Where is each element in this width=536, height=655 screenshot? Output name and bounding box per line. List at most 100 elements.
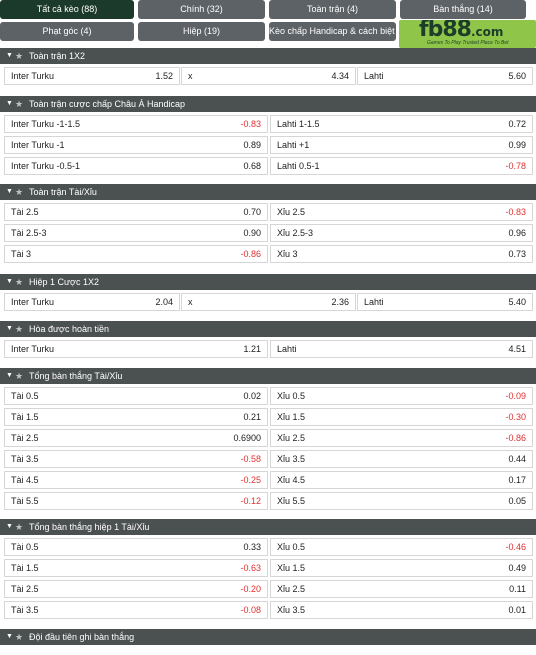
odds-cell[interactable]: Lahti 5.40 bbox=[357, 293, 533, 311]
chevron-down-icon[interactable]: ▼ bbox=[6, 100, 13, 107]
odds-cell[interactable]: Xỉu 3 0.73 bbox=[270, 245, 533, 263]
handicap-line: 1.5 bbox=[26, 412, 39, 422]
odds-cell[interactable]: Xỉu 4.5 0.17 bbox=[270, 471, 533, 489]
selection-label: Inter Turku -1 bbox=[11, 137, 65, 153]
star-icon[interactable]: ★ bbox=[15, 277, 24, 287]
tab-full-match[interactable]: Toàn trận (4) bbox=[269, 0, 396, 19]
star-icon[interactable]: ★ bbox=[15, 99, 24, 109]
odds-cell[interactable]: Tài 3.5 -0.58 bbox=[4, 450, 268, 468]
section-header[interactable]: ▼ ★ Hòa được hoàn tiền bbox=[0, 321, 536, 337]
odds-cell[interactable]: Tài 0.5 0.33 bbox=[4, 538, 268, 556]
chevron-down-icon[interactable]: ▼ bbox=[6, 188, 13, 195]
logo-wordmark: fb88.com bbox=[419, 20, 503, 42]
odds-cell[interactable]: Xỉu 3.5 0.44 bbox=[270, 450, 533, 468]
handicap-line: 0.5 bbox=[292, 391, 306, 401]
tab-half[interactable]: Hiệp (19) bbox=[138, 22, 265, 41]
odds-cell[interactable]: Tài 3 -0.86 bbox=[4, 245, 268, 263]
selection-name: Xỉu bbox=[277, 454, 291, 464]
selection-label: Tài 0.5 bbox=[11, 388, 39, 404]
odds-cell[interactable]: Inter Turku 2.04 bbox=[4, 293, 180, 311]
odds-value: 0.02 bbox=[243, 391, 261, 401]
odds-cell[interactable]: Lahti 0.5-1 -0.78 bbox=[270, 157, 533, 175]
tab-corners[interactable]: Phạt góc (4) bbox=[0, 22, 134, 41]
odds-cell[interactable]: x 4.34 bbox=[181, 67, 356, 85]
chevron-down-icon[interactable]: ▼ bbox=[6, 52, 13, 59]
odds-cell[interactable]: Tài 2.5 0.6900 bbox=[4, 429, 268, 447]
selection-name: Xỉu bbox=[277, 542, 291, 552]
chevron-down-icon[interactable]: ▼ bbox=[6, 325, 13, 332]
handicap-line: 0.5 bbox=[26, 542, 39, 552]
odds-cell[interactable]: Xỉu 0.5 -0.46 bbox=[270, 538, 533, 556]
odds-value: -0.46 bbox=[505, 542, 526, 552]
odds-cell[interactable]: Inter Turku -0.5-1 0.68 bbox=[4, 157, 268, 175]
odds-value: 0.90 bbox=[243, 228, 261, 238]
selection-label: Tài 2.5 bbox=[11, 204, 39, 220]
handicap-line: -0.5-1 bbox=[56, 161, 81, 171]
star-icon[interactable]: ★ bbox=[15, 51, 24, 61]
chevron-down-icon[interactable]: ▼ bbox=[6, 523, 13, 530]
odds-cell[interactable]: Tài 1.5 -0.63 bbox=[4, 559, 268, 577]
logo-domain: .com bbox=[470, 25, 504, 39]
odds-cell[interactable]: Xỉu 5.5 0.05 bbox=[270, 492, 533, 510]
selection-label: Inter Turku -1-1.5 bbox=[11, 116, 80, 132]
odds-cell[interactable]: x 2.36 bbox=[181, 293, 356, 311]
odds-value: -0.20 bbox=[240, 584, 261, 594]
section-title: Tổng bàn thắng hiệp 1 Tài/Xỉu bbox=[29, 522, 150, 532]
odds-cell[interactable]: Lahti 4.51 bbox=[270, 340, 533, 358]
odds-cell[interactable]: Xỉu 3.5 0.01 bbox=[270, 601, 533, 619]
tab-main[interactable]: Chính (32) bbox=[138, 0, 265, 19]
star-icon[interactable]: ★ bbox=[15, 522, 24, 532]
logo-tagline: Games To Play Trusted Place To Bet bbox=[427, 40, 509, 46]
chevron-down-icon[interactable]: ▼ bbox=[6, 278, 13, 285]
section-header[interactable]: ▼ ★ Đội đầu tiên ghi bàn thắng bbox=[0, 629, 536, 645]
section-header[interactable]: ▼ ★ Toàn trận cược chấp Châu Á Handicap bbox=[0, 96, 536, 112]
handicap-line: 2.5-3 bbox=[26, 228, 47, 238]
selection-name: Lahti bbox=[277, 119, 297, 129]
odds-value: -0.86 bbox=[240, 249, 261, 259]
odds-cell[interactable]: Xỉu 2.5-3 0.96 bbox=[270, 224, 533, 242]
tab-goals[interactable]: Bàn thắng (14) bbox=[400, 0, 526, 19]
odds-cell[interactable]: Tài 1.5 0.21 bbox=[4, 408, 268, 426]
odds-cell[interactable]: Inter Turku -1 0.89 bbox=[4, 136, 268, 154]
star-icon[interactable]: ★ bbox=[15, 632, 24, 642]
section-header[interactable]: ▼ ★ Tổng bàn thắng Tài/Xỉu bbox=[0, 368, 536, 384]
odds-cell[interactable]: Tài 2.5 0.70 bbox=[4, 203, 268, 221]
star-icon[interactable]: ★ bbox=[15, 324, 24, 334]
odds-cell[interactable]: Tài 4.5 -0.25 bbox=[4, 471, 268, 489]
odds-cell[interactable]: Inter Turku 1.21 bbox=[4, 340, 268, 358]
odds-value: -0.83 bbox=[505, 207, 526, 217]
selection-name: Xỉu bbox=[277, 207, 291, 217]
star-icon[interactable]: ★ bbox=[15, 371, 24, 381]
odds-cell[interactable]: Xỉu 0.5 -0.09 bbox=[270, 387, 533, 405]
odds-cell[interactable]: Lahti +1 0.99 bbox=[270, 136, 533, 154]
odds-cell[interactable]: Xỉu 2.5 0.11 bbox=[270, 580, 533, 598]
odds-cell[interactable]: Lahti 5.60 bbox=[357, 67, 533, 85]
odds-cell[interactable]: Xỉu 2.5 -0.86 bbox=[270, 429, 533, 447]
fb88-logo[interactable]: fb88.com Games To Play Trusted Place To … bbox=[399, 20, 536, 48]
odds-cell[interactable]: Tài 5.5 -0.12 bbox=[4, 492, 268, 510]
tab-handicap-margin[interactable]: Kèo chấp Handicap & cách biệt (3) bbox=[269, 22, 396, 41]
odds-cell[interactable]: Xỉu 2.5 -0.83 bbox=[270, 203, 533, 221]
odds-cell[interactable]: Tài 3.5 -0.08 bbox=[4, 601, 268, 619]
selection-label: Tài 1.5 bbox=[11, 560, 39, 576]
odds-cell[interactable]: Xỉu 1.5 -0.30 bbox=[270, 408, 533, 426]
selection-label: x bbox=[188, 68, 193, 84]
star-icon[interactable]: ★ bbox=[15, 187, 24, 197]
chevron-down-icon[interactable]: ▼ bbox=[6, 633, 13, 640]
odds-cell[interactable]: Lahti 1-1.5 0.72 bbox=[270, 115, 533, 133]
selection-label: Inter Turku -0.5-1 bbox=[11, 158, 80, 174]
section-header[interactable]: ▼ ★ Toàn trận Tài/Xỉu bbox=[0, 184, 536, 200]
odds-cell[interactable]: Tài 2.5 -0.20 bbox=[4, 580, 268, 598]
odds-cell[interactable]: Tài 0.5 0.02 bbox=[4, 387, 268, 405]
section-header[interactable]: ▼ ★ Toàn trận 1X2 bbox=[0, 48, 536, 64]
section-header[interactable]: ▼ ★ Tổng bàn thắng hiệp 1 Tài/Xỉu bbox=[0, 519, 536, 535]
chevron-down-icon[interactable]: ▼ bbox=[6, 372, 13, 379]
odds-cell[interactable]: Inter Turku 1.52 bbox=[4, 67, 180, 85]
handicap-line: 2.5 bbox=[26, 433, 39, 443]
odds-cell[interactable]: Tài 2.5-3 0.90 bbox=[4, 224, 268, 242]
odds-cell[interactable]: Xỉu 1.5 0.49 bbox=[270, 559, 533, 577]
odds-value: 0.72 bbox=[508, 119, 526, 129]
odds-cell[interactable]: Inter Turku -1-1.5 -0.83 bbox=[4, 115, 268, 133]
tab-all-markets[interactable]: Tất cả kèo (88) bbox=[0, 0, 134, 19]
section-header[interactable]: ▼ ★ Hiệp 1 Cược 1X2 bbox=[0, 274, 536, 290]
